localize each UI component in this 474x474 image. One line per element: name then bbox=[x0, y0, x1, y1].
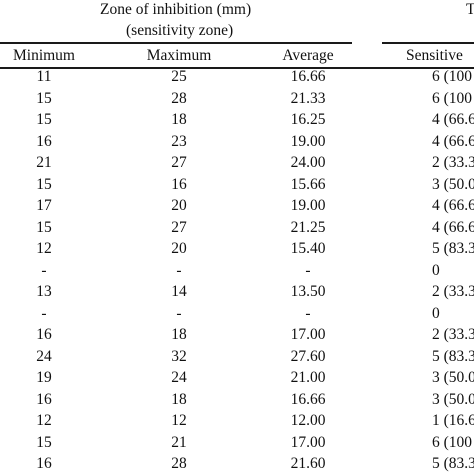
cell-maximum: 12 bbox=[171, 412, 187, 429]
cell-sensitive: 4 (66.6 bbox=[432, 218, 474, 236]
cell-maximum: 28 bbox=[171, 455, 187, 472]
sensitivity-zone-subheader: (sensitivity zone) bbox=[126, 22, 234, 39]
cell-maximum: 16 bbox=[171, 175, 187, 193]
cell-maximum: - bbox=[176, 261, 182, 279]
cell-maximum: 18 bbox=[171, 111, 187, 128]
cell-average: 21.25 bbox=[290, 218, 326, 236]
cell-average: 24.00 bbox=[290, 154, 326, 171]
cell-sensitive: 4 (66.6 bbox=[432, 197, 474, 214]
column-header-maximum: Maximum bbox=[146, 47, 212, 64]
cell-average: 12.00 bbox=[290, 412, 326, 429]
group-underline-left bbox=[0, 42, 352, 44]
cell-sensitive: 4 (66.6 bbox=[432, 111, 474, 128]
cell-average: 13.50 bbox=[290, 283, 326, 300]
cell-average: - bbox=[305, 261, 311, 279]
zone-of-inhibition-header: Zone of inhibition (mm) bbox=[100, 1, 252, 18]
cell-minimum: 15 bbox=[36, 89, 52, 107]
cell-average: 19.00 bbox=[290, 132, 326, 150]
cell-maximum: 32 bbox=[171, 347, 187, 365]
column-header-minimum: Minimum bbox=[12, 47, 75, 64]
cell-minimum: 16 bbox=[36, 132, 52, 150]
cell-maximum: 24 bbox=[171, 369, 187, 386]
cell-maximum: 18 bbox=[171, 326, 187, 343]
cell-minimum: - bbox=[41, 304, 47, 322]
cell-average: 27.60 bbox=[290, 347, 326, 365]
cell-average: 21.60 bbox=[290, 455, 326, 472]
cell-average: 19.00 bbox=[290, 197, 326, 214]
cell-sensitive: 1 (16.6 bbox=[432, 412, 474, 429]
cell-sensitive: 2 (33.3 bbox=[432, 283, 474, 300]
cell-maximum: 21 bbox=[171, 433, 187, 451]
group-underline-right bbox=[382, 42, 474, 44]
cell-maximum: 27 bbox=[171, 154, 187, 171]
cell-average: 17.00 bbox=[290, 433, 326, 451]
cell-maximum: 20 bbox=[171, 240, 187, 257]
cell-maximum: 20 bbox=[171, 197, 187, 214]
cell-minimum: 16 bbox=[36, 455, 52, 472]
cell-sensitive: 6 (100 bbox=[432, 433, 473, 451]
cell-average: - bbox=[305, 304, 311, 322]
cell-minimum: 11 bbox=[36, 68, 52, 85]
column-header-sensitive: Sensitive bbox=[406, 47, 463, 64]
cell-average: 21.00 bbox=[290, 369, 326, 386]
cell-sensitive: 2 (33.3 bbox=[432, 154, 474, 171]
cell-sensitive: 5 (83.3 bbox=[432, 455, 474, 472]
cell-minimum: 17 bbox=[36, 197, 52, 214]
cell-minimum: 12 bbox=[36, 412, 52, 429]
cell-sensitive: 0 bbox=[432, 304, 440, 322]
cell-minimum: 19 bbox=[36, 369, 52, 386]
cell-average: 15.40 bbox=[290, 240, 326, 257]
cell-average: 21.33 bbox=[290, 89, 326, 107]
column-header-average: Average bbox=[282, 47, 334, 64]
cell-maximum: 18 bbox=[171, 390, 187, 408]
cell-sensitive: 5 (83.3 bbox=[432, 240, 474, 257]
cell-minimum: 16 bbox=[36, 326, 52, 343]
cell-maximum: 25 bbox=[171, 68, 187, 85]
cell-minimum: 24 bbox=[36, 347, 52, 365]
cell-minimum: 13 bbox=[36, 283, 52, 300]
cell-sensitive: 6 (100 bbox=[432, 89, 473, 107]
header-bottom-rule bbox=[0, 67, 474, 69]
cell-minimum: 12 bbox=[36, 240, 52, 257]
cell-maximum: 27 bbox=[171, 218, 187, 236]
cell-maximum: 28 bbox=[171, 89, 187, 107]
cell-sensitive: 6 (100 bbox=[432, 68, 473, 85]
cell-minimum: 15 bbox=[36, 218, 52, 236]
cell-minimum: 21 bbox=[36, 154, 52, 171]
cell-average: 16.66 bbox=[290, 390, 326, 408]
cell-sensitive: 3 (50.0 bbox=[432, 175, 474, 193]
cell-maximum: 14 bbox=[171, 283, 187, 300]
cell-sensitive: 4 (66.6 bbox=[432, 132, 474, 150]
cell-minimum: 15 bbox=[36, 175, 52, 193]
cell-average: 16.25 bbox=[290, 111, 326, 128]
cell-average: 16.66 bbox=[290, 68, 326, 85]
cell-minimum: 15 bbox=[36, 433, 52, 451]
cell-sensitive: 5 (83.3 bbox=[432, 347, 474, 365]
cell-minimum: 16 bbox=[36, 390, 52, 408]
cell-average: 15.66 bbox=[290, 175, 326, 193]
cell-maximum: - bbox=[176, 304, 182, 322]
cell-sensitive: 3 (50.0 bbox=[432, 369, 474, 386]
cell-minimum: 15 bbox=[36, 111, 52, 128]
cell-sensitive: 0 bbox=[432, 261, 440, 279]
cell-maximum: 23 bbox=[171, 132, 187, 150]
cell-sensitive: 2 (33.3 bbox=[432, 326, 474, 343]
right-group-header-fragment: T bbox=[466, 1, 474, 18]
cell-sensitive: 3 (50.0 bbox=[432, 390, 474, 408]
cell-minimum: - bbox=[41, 261, 47, 279]
cell-average: 17.00 bbox=[290, 326, 326, 343]
